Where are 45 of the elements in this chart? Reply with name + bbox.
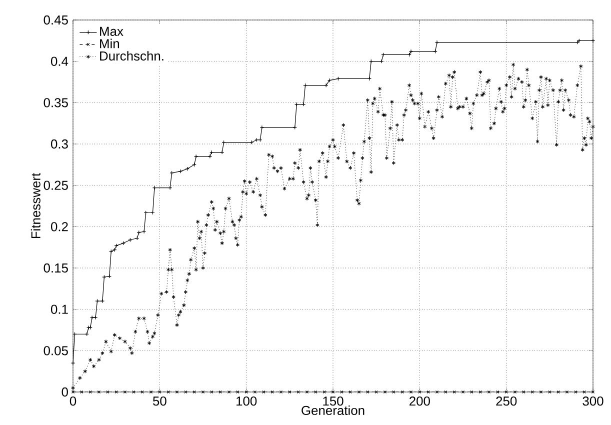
y-tick-label: 0.25 [44, 180, 68, 190]
y-tick-label: 0.35 [44, 98, 68, 108]
x-tick-label: 300 [582, 396, 604, 406]
y-tick-label: 0.2 [50, 222, 68, 232]
point [327, 78, 332, 82]
x-tick-label: 250 [496, 396, 517, 406]
point [136, 230, 141, 235]
y-tick-label: 0 [62, 387, 68, 397]
point [109, 249, 114, 254]
point [301, 102, 306, 106]
point [260, 125, 264, 130]
y-tick-label: 0.4 [50, 56, 68, 66]
point [408, 49, 414, 54]
point [292, 125, 297, 130]
point [168, 186, 172, 190]
point [142, 230, 146, 234]
legend-label: Max [100, 26, 124, 36]
y-tick-label: 0.15 [44, 263, 68, 273]
point [93, 316, 98, 320]
point [208, 154, 212, 158]
y-tick-label: 0.3 [50, 139, 68, 149]
point [249, 140, 254, 144]
point [434, 40, 440, 44]
point [324, 83, 328, 88]
point [170, 170, 174, 176]
x-tick-label: 200 [410, 396, 430, 406]
y-axis-title: Fitnesswert [30, 173, 40, 238]
point [194, 154, 198, 158]
point [90, 316, 94, 320]
y-tick-label: 0.1 [50, 304, 68, 314]
x-axis-title: Generation [302, 406, 364, 416]
point [379, 59, 384, 64]
point [178, 169, 183, 174]
legend-label: Durchschn. [100, 51, 164, 61]
point [152, 186, 157, 190]
y-tick-label: 0.05 [44, 346, 68, 356]
point [95, 298, 100, 304]
x-tick-label: 150 [323, 396, 344, 406]
point [220, 150, 224, 154]
y-tick-label: 0.45 [44, 15, 68, 25]
legend-label: Min [100, 38, 120, 48]
point [100, 298, 105, 304]
x-tick-label: 0 [70, 396, 76, 406]
x-tick-label: 50 [152, 396, 166, 406]
x-tick-label: 100 [236, 396, 257, 406]
